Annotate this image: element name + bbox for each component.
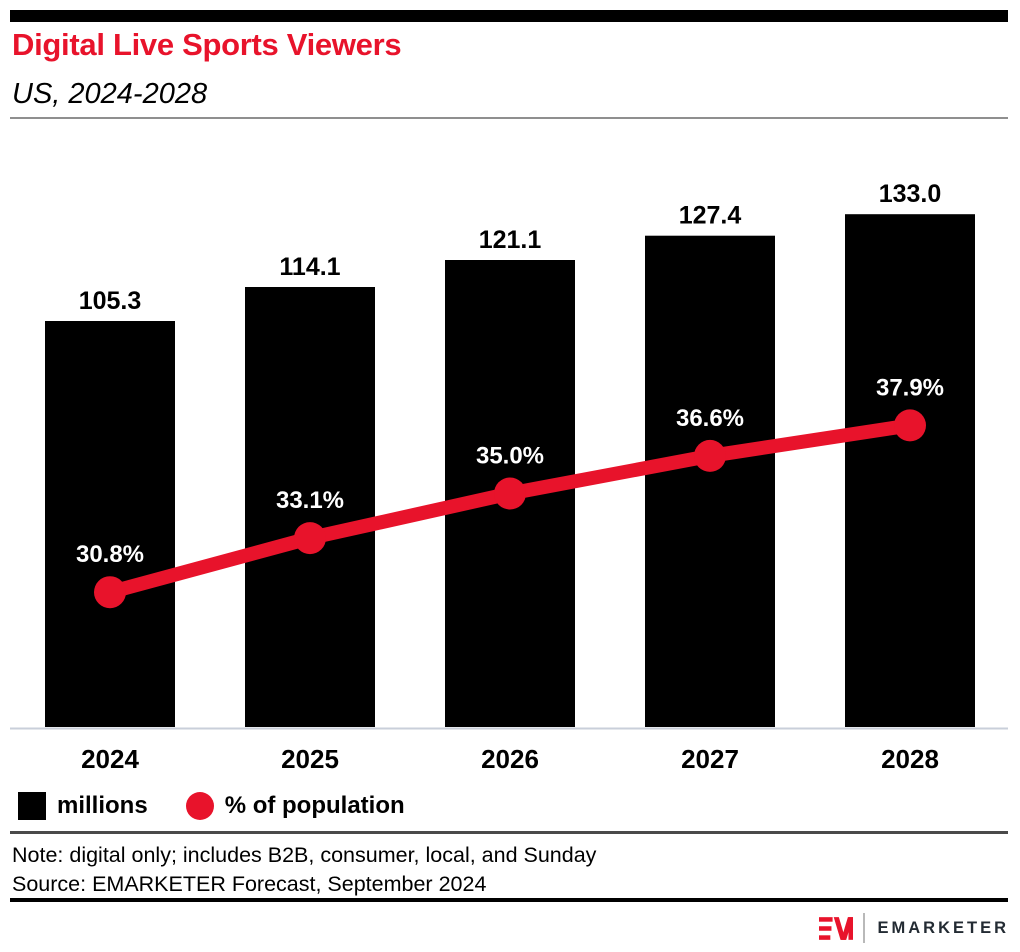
pct-label-2026: 35.0%	[476, 443, 544, 470]
pct-dot-2025	[294, 522, 326, 555]
bar-2028	[845, 214, 975, 727]
emarketer-wordmark: EMARKETER	[877, 918, 1009, 937]
legend-label-millions: millions	[57, 792, 148, 819]
legend-swatch-percent	[185, 792, 214, 820]
pct-label-2024: 30.8%	[76, 541, 144, 568]
bar-value-label-2024: 105.3	[79, 287, 142, 315]
pct-label-2028: 37.9%	[876, 374, 944, 401]
x-axis-label-2026: 2026	[481, 744, 539, 774]
bar-2027	[645, 235, 775, 727]
pct-label-2027: 36.6%	[676, 405, 744, 432]
bar-value-label-2027: 127.4	[679, 202, 742, 230]
note-text: Note: digital only; includes B2B, consum…	[12, 843, 597, 867]
x-axis-label-2028: 2028	[881, 744, 939, 774]
bar-value-label-2026: 121.1	[479, 226, 542, 254]
bar-value-label-2028: 133.0	[879, 180, 942, 208]
source-text: Source: EMARKETER Forecast, September 20…	[12, 872, 487, 896]
top-accent-bar	[10, 10, 1008, 22]
legend-divider	[10, 831, 1008, 834]
legend-label-percent: % of population	[224, 792, 405, 819]
x-axis-label-2024: 2024	[81, 744, 139, 774]
bar-2025	[245, 287, 375, 727]
chart-title: Digital Live Sports Viewers	[12, 27, 402, 62]
footer-divider	[10, 898, 1008, 902]
pct-dot-2028	[894, 409, 926, 442]
emarketer-logo-icon	[819, 916, 854, 940]
legend-swatch-millions	[18, 792, 46, 820]
pct-dot-2027	[694, 439, 726, 472]
x-axis-label-2027: 2027	[681, 744, 739, 774]
brand-lockup: EMARKETER	[819, 910, 1009, 946]
chart-canvas: 105.3 2024 114.1 2025 121.1 2026 127.4 2027 133.…	[10, 180, 1008, 774]
pct-dot-2026	[494, 477, 526, 510]
bar-2024	[45, 321, 175, 727]
logo-divider	[863, 913, 866, 943]
pct-dot-2024	[94, 576, 126, 609]
legend: millions % of population	[18, 790, 405, 822]
x-axis-label-2025: 2025	[281, 744, 339, 774]
chart-subtitle: US, 2024-2028	[12, 78, 208, 110]
pct-label-2025: 33.1%	[276, 487, 344, 514]
header-divider	[10, 117, 1008, 119]
bar-value-label-2025: 114.1	[279, 253, 340, 281]
